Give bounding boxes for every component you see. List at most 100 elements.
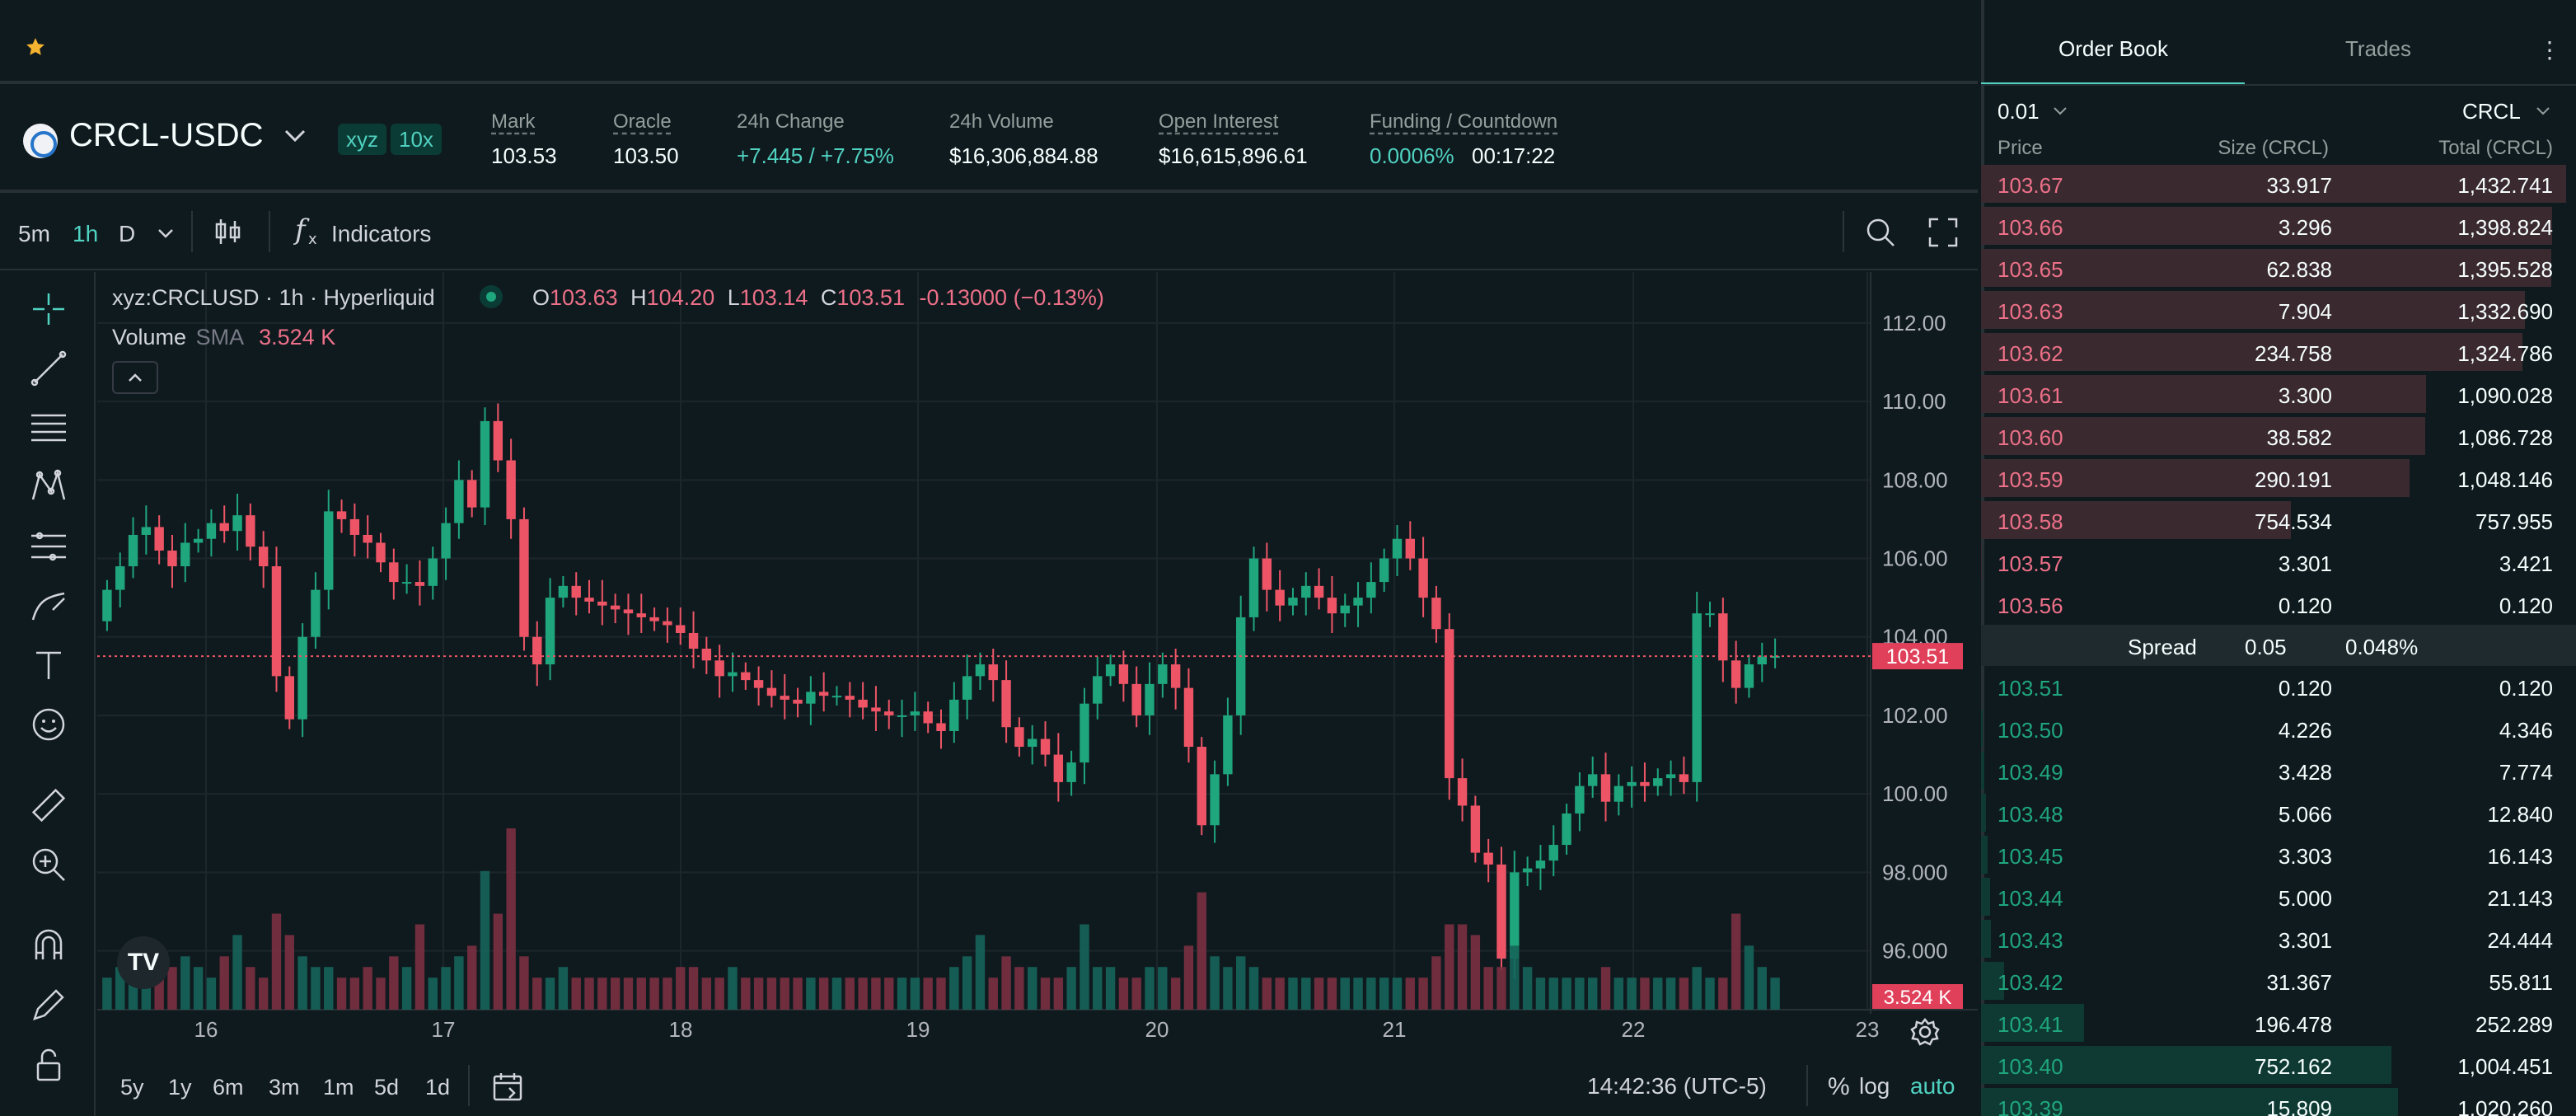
- volume-bar[interactable]: [1510, 945, 1520, 1010]
- candle-body[interactable]: [258, 546, 269, 567]
- percent-toggle[interactable]: %: [1828, 1073, 1850, 1100]
- candle-body[interactable]: [636, 613, 646, 617]
- range-5y[interactable]: 5y: [120, 1075, 144, 1100]
- chart-canvas[interactable]: 112.00110.00108.00106.00104.00102.00100.…: [97, 272, 1978, 1116]
- volume-bar[interactable]: [1053, 978, 1064, 1010]
- log-toggle[interactable]: log: [1859, 1073, 1890, 1099]
- projection-icon[interactable]: [28, 526, 69, 567]
- fib-lines-icon[interactable]: [28, 407, 69, 448]
- lock-icon[interactable]: [28, 1045, 69, 1086]
- indicators-button[interactable]: Indicators: [331, 221, 432, 246]
- volume-bar[interactable]: [714, 978, 724, 1010]
- volume-bar[interactable]: [1627, 978, 1637, 1010]
- volume-bar[interactable]: [962, 956, 972, 1010]
- range-3m[interactable]: 3m: [269, 1075, 300, 1100]
- bid-row[interactable]: 103.43 3.301 24.444: [1981, 918, 2571, 959]
- volume-bar[interactable]: [728, 967, 738, 1010]
- volume-bar[interactable]: [1705, 978, 1715, 1010]
- candle-body[interactable]: [1288, 598, 1298, 606]
- volume-bar[interactable]: [401, 967, 412, 1010]
- candle-body[interactable]: [571, 585, 581, 598]
- volume-bar[interactable]: [415, 924, 425, 1010]
- candle-body[interactable]: [714, 660, 724, 677]
- candle-body[interactable]: [246, 515, 255, 547]
- collapse-legend-button[interactable]: [112, 361, 158, 394]
- candle-body[interactable]: [623, 609, 634, 614]
- candle-body[interactable]: [271, 566, 282, 677]
- candle-body[interactable]: [219, 523, 229, 532]
- candle-body[interactable]: [1131, 683, 1141, 715]
- volume-bar[interactable]: [1236, 956, 1246, 1010]
- candle-body[interactable]: [1248, 558, 1259, 617]
- volume-bar[interactable]: [1028, 967, 1037, 1010]
- candle-body[interactable]: [141, 527, 152, 535]
- volume-bar[interactable]: [1080, 924, 1089, 1010]
- ask-row[interactable]: 103.63 7.904 1,332.690: [1981, 289, 2571, 331]
- volume-bar[interactable]: [1718, 978, 1728, 1010]
- volume-bar[interactable]: [102, 978, 112, 1010]
- bid-row[interactable]: 103.49 3.428 7.774: [1981, 750, 2571, 791]
- candle-body[interactable]: [349, 518, 360, 535]
- candle-body[interactable]: [1510, 872, 1520, 959]
- pattern-icon[interactable]: [28, 467, 69, 508]
- volume-bar[interactable]: [1301, 978, 1311, 1010]
- candle-body[interactable]: [871, 707, 881, 712]
- candle-body[interactable]: [1588, 774, 1598, 786]
- volume-bar[interactable]: [975, 935, 986, 1010]
- volume-bar[interactable]: [897, 978, 907, 1010]
- candle-body[interactable]: [1223, 715, 1233, 775]
- timeframe-1h[interactable]: 1h: [73, 221, 99, 246]
- volume-bar[interactable]: [1470, 935, 1481, 1010]
- volume-bar[interactable]: [1405, 978, 1415, 1010]
- bid-row[interactable]: 103.41 196.478 252.289: [1981, 1002, 2571, 1043]
- volume-bar[interactable]: [676, 967, 686, 1010]
- candle-body[interactable]: [1770, 656, 1780, 659]
- candle-body[interactable]: [180, 542, 190, 567]
- candle-body[interactable]: [1314, 585, 1324, 598]
- candle-body[interactable]: [1001, 680, 1011, 728]
- leverage-tag[interactable]: 10x: [391, 124, 442, 155]
- volume-bar[interactable]: [741, 978, 751, 1010]
- candle-body[interactable]: [1731, 660, 1741, 688]
- volume-bar[interactable]: [1600, 967, 1611, 1010]
- candle-body[interactable]: [1145, 683, 1155, 715]
- range-1m[interactable]: 1m: [323, 1075, 354, 1100]
- candle-body[interactable]: [1236, 617, 1246, 715]
- volume-bar[interactable]: [1731, 913, 1741, 1010]
- candle-body[interactable]: [363, 534, 372, 543]
- volume-bar[interactable]: [1744, 945, 1754, 1010]
- volume-bar[interactable]: [441, 967, 451, 1010]
- candle-body[interactable]: [1379, 558, 1389, 583]
- volume-bar[interactable]: [1431, 956, 1441, 1010]
- ask-row[interactable]: 103.57 3.301 3.421: [1981, 542, 2571, 583]
- candle-body[interactable]: [1301, 585, 1311, 598]
- star-icon[interactable]: [25, 36, 46, 58]
- candle-body[interactable]: [128, 534, 138, 567]
- pencil-lock-icon[interactable]: [28, 984, 69, 1025]
- candle-body[interactable]: [115, 566, 125, 590]
- candle-body[interactable]: [988, 664, 998, 681]
- candle-body[interactable]: [376, 542, 386, 563]
- volume-bar[interactable]: [1170, 978, 1181, 1010]
- candle-body[interactable]: [962, 676, 972, 700]
- ask-row[interactable]: 103.60 38.582 1,086.728: [1981, 415, 2571, 457]
- candle-body[interactable]: [845, 696, 855, 700]
- volume-bar[interactable]: [793, 978, 803, 1010]
- candle-body[interactable]: [415, 582, 425, 586]
- volume-bar[interactable]: [871, 978, 881, 1010]
- volume-bar[interactable]: [949, 967, 959, 1010]
- volume-bar[interactable]: [467, 945, 477, 1010]
- candle-body[interactable]: [1483, 852, 1493, 865]
- candle-body[interactable]: [728, 672, 738, 677]
- volume-bar[interactable]: [1562, 978, 1571, 1010]
- volume-bar[interactable]: [845, 978, 855, 1010]
- candle-body[interactable]: [1445, 629, 1454, 779]
- volume-bar[interactable]: [806, 978, 816, 1010]
- volume-bar[interactable]: [910, 978, 920, 1010]
- candle-body[interactable]: [1757, 656, 1767, 665]
- chevron-down-icon[interactable]: [157, 227, 175, 239]
- candle-body[interactable]: [1028, 739, 1037, 748]
- volume-bar[interactable]: [1183, 945, 1194, 1010]
- volume-bar[interactable]: [311, 967, 321, 1010]
- candle-body[interactable]: [336, 511, 347, 519]
